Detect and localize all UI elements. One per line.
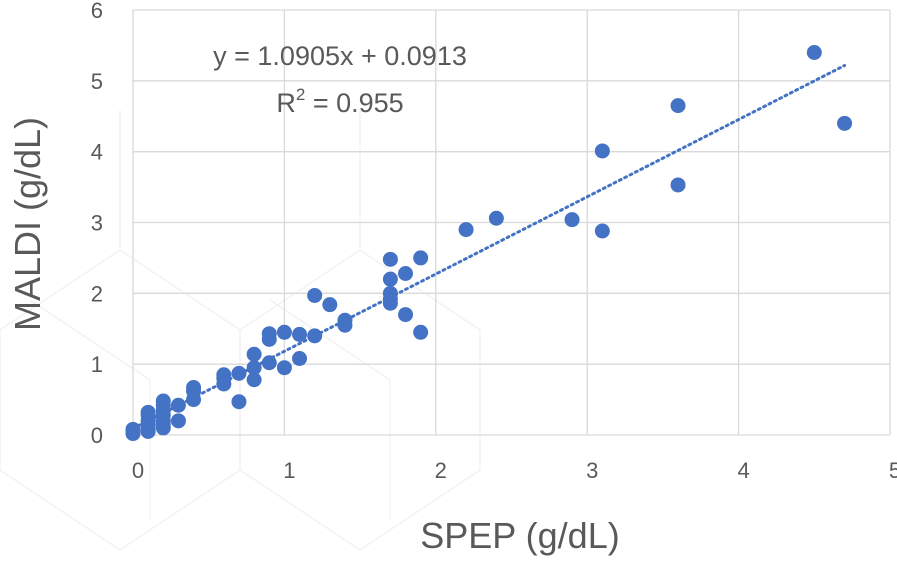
data-point xyxy=(292,351,308,366)
y-tick-label: 5 xyxy=(91,69,103,94)
data-point xyxy=(670,98,686,114)
y-tick-label: 4 xyxy=(91,140,103,165)
trendline-equation: y = 1.0905x + 0.0913 xyxy=(213,41,467,71)
data-point xyxy=(170,413,186,429)
data-point xyxy=(261,326,277,342)
data-point xyxy=(155,393,171,409)
data-point xyxy=(216,367,232,383)
data-point xyxy=(382,285,398,301)
y-tick-label: 0 xyxy=(91,423,103,448)
x-tick-label: 4 xyxy=(737,458,749,483)
data-point xyxy=(246,346,262,362)
data-point xyxy=(276,360,292,376)
data-point xyxy=(398,266,414,281)
data-point xyxy=(806,45,822,60)
data-points xyxy=(125,45,853,442)
data-point xyxy=(186,380,202,396)
data-point xyxy=(231,394,247,410)
r-squared-value: = 0.955 xyxy=(305,88,403,118)
data-point xyxy=(170,397,186,413)
y-tick-label: 1 xyxy=(91,352,103,377)
data-point xyxy=(398,307,414,323)
data-point xyxy=(276,324,292,340)
data-point xyxy=(231,365,247,381)
data-point xyxy=(458,222,474,238)
x-tick-label: 2 xyxy=(435,458,447,483)
data-point xyxy=(307,328,323,344)
r-squared-label: R2 = 0.955 xyxy=(276,85,403,118)
data-point xyxy=(125,421,141,437)
data-point xyxy=(337,312,353,328)
data-point xyxy=(594,143,610,159)
x-axis-title: SPEP (g/dL) xyxy=(420,515,619,556)
y-tick-label: 2 xyxy=(91,281,103,306)
data-point xyxy=(307,287,323,303)
data-point xyxy=(670,177,686,193)
r-squared-superscript: 2 xyxy=(296,85,305,104)
data-point xyxy=(837,115,853,131)
data-point xyxy=(413,250,429,266)
x-tick-label: 0 xyxy=(132,458,144,483)
x-tick-label: 3 xyxy=(586,458,598,483)
x-tick-label: 5 xyxy=(889,458,897,483)
data-point xyxy=(594,223,610,239)
data-point xyxy=(292,326,308,342)
data-point xyxy=(382,271,398,287)
data-point xyxy=(140,404,156,420)
data-point xyxy=(488,210,504,226)
data-point xyxy=(382,251,398,267)
r-squared-prefix: R xyxy=(276,88,296,118)
x-tick-label: 1 xyxy=(283,458,295,483)
y-tick-label: 3 xyxy=(91,211,103,236)
data-point xyxy=(564,212,580,228)
y-axis-title: MALDI (g/dL) xyxy=(7,117,48,331)
x-axis-ticks: 0 1 2 3 4 5 xyxy=(132,458,897,483)
y-tick-label: 6 xyxy=(91,0,103,23)
background-pattern xyxy=(0,110,481,551)
data-point xyxy=(246,360,262,376)
data-point xyxy=(246,372,262,388)
data-point xyxy=(322,297,338,313)
data-point xyxy=(413,324,429,340)
y-axis-ticks: 0 1 2 3 4 5 6 xyxy=(91,0,103,448)
data-point xyxy=(261,355,277,371)
